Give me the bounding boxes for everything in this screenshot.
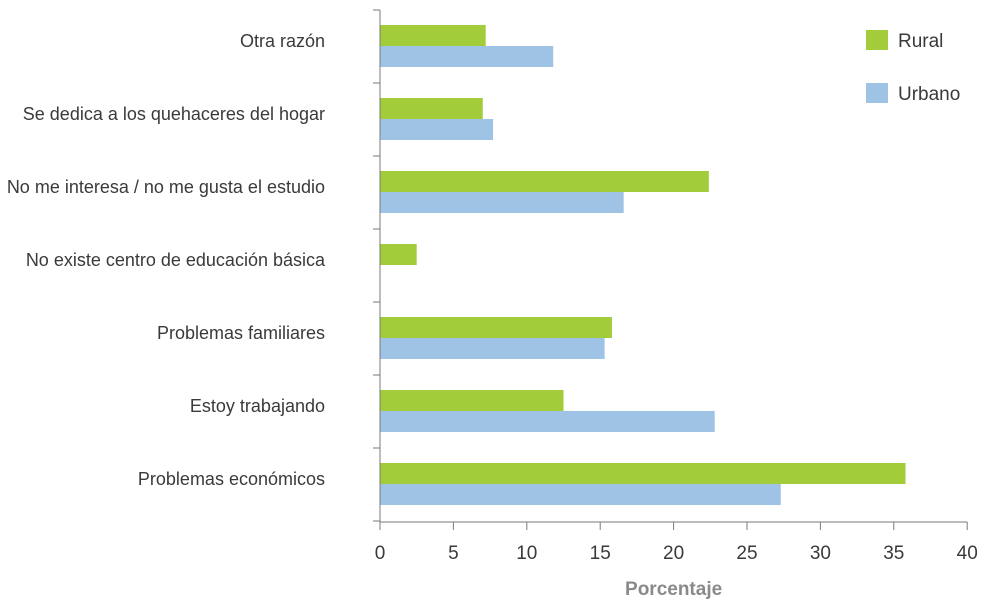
x-tick-label: 35 [883, 543, 904, 564]
bar-urbano [380, 411, 715, 432]
category-label: Otra razón [240, 31, 325, 51]
category-label: No existe centro de educación básica [26, 250, 326, 270]
x-axis-title: Porcentaje [625, 579, 722, 600]
category-label: Problemas familiares [157, 323, 325, 343]
bar-urbano [380, 119, 494, 140]
x-tick-label: 0 [375, 543, 386, 564]
legend-label-urbano: Urbano [898, 84, 960, 105]
category-labels: Otra razón Se dedica a los quehaceres del… [7, 31, 326, 489]
bar-rural [380, 171, 709, 192]
bar-urbano [380, 338, 605, 359]
x-tick-label: 25 [736, 543, 757, 564]
x-tick-label: 10 [516, 543, 537, 564]
category-label: Se dedica a los quehaceres del hogar [23, 104, 325, 124]
legend-label-rural: Rural [898, 31, 943, 52]
bar-rural [380, 25, 486, 46]
category-label: Estoy trabajando [190, 396, 325, 416]
x-tick-label: 20 [663, 543, 684, 564]
legend-swatch-urbano [866, 83, 888, 103]
x-tick-label: 40 [957, 543, 978, 564]
bar-urbano [380, 192, 624, 213]
x-axis-ticks: 0 5 10 15 20 25 30 35 40 [375, 522, 978, 564]
legend: Rural Urbano [866, 30, 960, 105]
bar-urbano [380, 484, 781, 505]
bar-rural [380, 317, 612, 338]
legend-swatch-rural [866, 30, 888, 50]
bars-group [380, 25, 906, 505]
x-tick-label: 15 [590, 543, 611, 564]
bar-rural [380, 390, 564, 411]
bar-rural [380, 463, 906, 484]
category-label: Problemas económicos [138, 469, 325, 489]
bar-urbano [380, 46, 554, 67]
y-axis-ticks [373, 9, 380, 522]
x-tick-label: 5 [448, 543, 459, 564]
bar-rural [380, 244, 417, 265]
x-tick-label: 30 [810, 543, 831, 564]
bar-rural [380, 98, 483, 119]
category-label: No me interesa / no me gusta el estudio [7, 177, 325, 197]
